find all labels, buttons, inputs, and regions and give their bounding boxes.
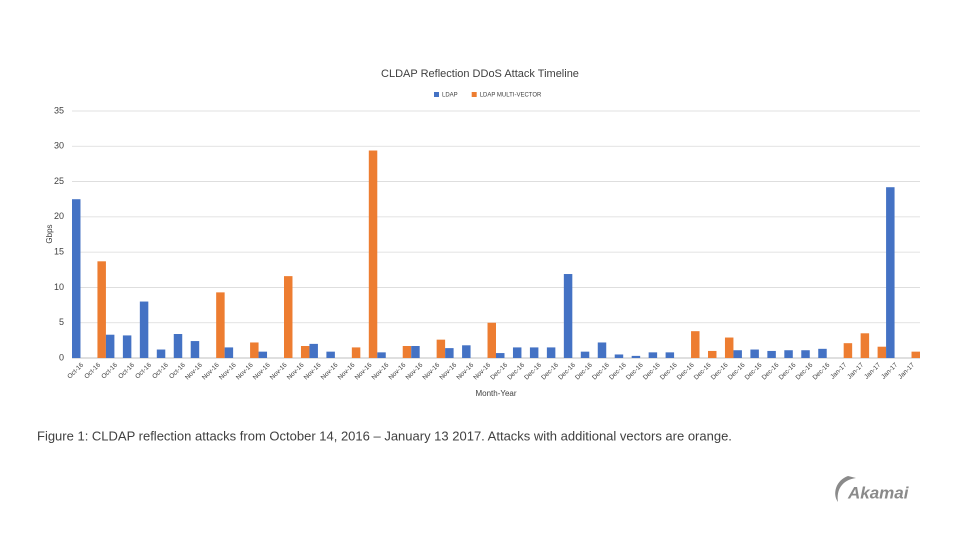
x-axis-label: Month-Year — [475, 389, 516, 398]
bar — [818, 348, 827, 358]
bar — [665, 352, 675, 358]
bar — [462, 345, 471, 358]
bar — [224, 347, 234, 358]
bar — [351, 347, 361, 358]
bar — [156, 349, 166, 358]
legend-label: LDAP MULTI-VECTOR — [480, 93, 542, 99]
bar — [368, 150, 378, 358]
bar — [445, 348, 454, 358]
bar — [580, 351, 590, 358]
legend-swatch — [471, 92, 477, 97]
bar — [767, 350, 776, 358]
y-tick-label: 20 — [54, 211, 64, 221]
bar — [496, 353, 505, 358]
bar — [122, 335, 132, 358]
caption: Figure 1: CLDAP reflection attacks from … — [37, 428, 732, 443]
bar — [190, 341, 200, 358]
chart-title: CLDAP Reflection DDoS Attack Timeline — [381, 68, 579, 80]
bar — [72, 199, 81, 358]
bar — [648, 352, 658, 358]
bar — [326, 351, 335, 358]
bar — [750, 349, 759, 358]
bar — [377, 352, 386, 358]
bar — [708, 350, 717, 358]
bar — [512, 347, 522, 358]
bar — [886, 187, 895, 358]
bar — [801, 350, 810, 358]
bar — [733, 350, 742, 358]
y-tick-label: 5 — [59, 317, 64, 327]
bar — [309, 343, 318, 358]
bar — [614, 354, 624, 358]
y-tick-label: 25 — [54, 176, 64, 186]
bar — [546, 347, 556, 358]
bar — [216, 292, 225, 358]
bar — [97, 261, 106, 358]
legend-label: LDAP — [442, 93, 458, 99]
bar — [105, 334, 115, 358]
bar — [173, 334, 183, 358]
bar — [300, 346, 310, 358]
y-tick-label: 15 — [54, 247, 64, 257]
bar — [877, 346, 887, 358]
bar — [843, 343, 853, 358]
bar — [691, 331, 700, 358]
bar — [529, 347, 539, 358]
bar — [411, 346, 420, 358]
bar — [597, 342, 607, 358]
bar — [860, 333, 870, 358]
y-tick-label: 30 — [54, 141, 64, 151]
logo-swoosh — [835, 476, 856, 502]
bar — [724, 337, 734, 358]
bar — [258, 351, 268, 358]
bar — [631, 355, 641, 358]
bar — [284, 276, 293, 358]
bar — [784, 350, 793, 358]
legend-swatch — [434, 92, 439, 97]
bar — [139, 301, 149, 358]
y-tick-label: 10 — [54, 282, 64, 292]
bar — [402, 346, 412, 358]
bar — [911, 351, 920, 358]
y-axis-label: Gbps — [45, 224, 54, 243]
bar — [563, 274, 573, 358]
bar — [487, 322, 496, 358]
bar — [250, 342, 259, 358]
logo-text: Akamai — [847, 483, 910, 502]
bar — [436, 339, 446, 358]
y-tick-label: 35 — [54, 105, 64, 115]
y-tick-label: 0 — [59, 352, 64, 362]
